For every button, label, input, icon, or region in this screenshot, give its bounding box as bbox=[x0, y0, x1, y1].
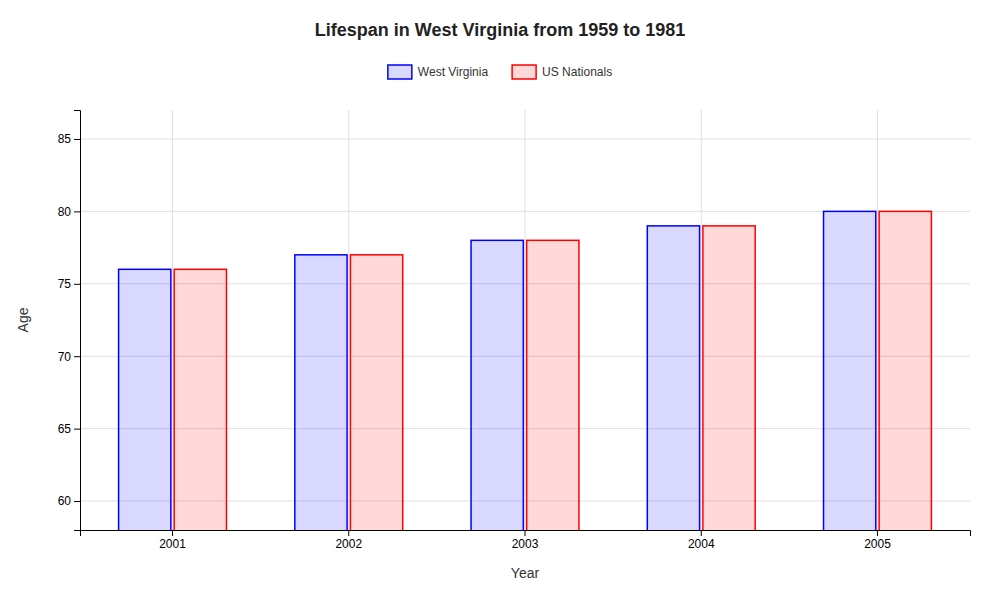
legend-item: West Virginia bbox=[388, 65, 489, 79]
x-tick-mark bbox=[877, 530, 878, 536]
y-tick: 75 bbox=[58, 277, 80, 291]
y-tick-label: 75 bbox=[58, 277, 72, 291]
legend-item: US Nationals bbox=[512, 65, 612, 79]
x-tick-mark bbox=[348, 530, 349, 536]
y-tick-mark bbox=[74, 139, 80, 140]
y-tick: 65 bbox=[58, 422, 80, 436]
x-tick-mark bbox=[172, 530, 173, 536]
legend-label: US Nationals bbox=[542, 65, 612, 79]
y-tick-mark bbox=[74, 211, 80, 212]
chart-title: Lifespan in West Virginia from 1959 to 1… bbox=[315, 20, 685, 40]
x-tick: 2003 bbox=[512, 530, 539, 551]
y-axis: 60 65 70 75 80 85 bbox=[58, 111, 81, 531]
bar bbox=[471, 240, 523, 530]
x-tick-label: 2005 bbox=[864, 537, 891, 551]
x-grid-line bbox=[525, 110, 526, 530]
y-tick: 85 bbox=[58, 132, 80, 146]
bar bbox=[703, 226, 755, 530]
x-tick-label: 2002 bbox=[335, 537, 362, 551]
x-tick-label: 2001 bbox=[159, 537, 186, 551]
bar bbox=[527, 240, 579, 530]
legend: West Virginia US Nationals bbox=[388, 65, 612, 79]
bar bbox=[647, 226, 699, 530]
x-tick-label: 2003 bbox=[512, 537, 539, 551]
bar-series bbox=[119, 211, 876, 530]
bar bbox=[879, 211, 931, 530]
x-grid-line bbox=[877, 110, 878, 530]
x-axis-title: Year bbox=[511, 565, 540, 581]
legend-swatch bbox=[388, 65, 412, 79]
x-grid-line bbox=[348, 110, 349, 530]
x-tick: 2001 bbox=[159, 530, 186, 551]
y-tick: 70 bbox=[58, 350, 80, 364]
y-tick-label: 85 bbox=[58, 132, 72, 146]
y-tick-label: 65 bbox=[58, 422, 72, 436]
y-tick-mark bbox=[74, 356, 80, 357]
bar-series bbox=[174, 211, 931, 530]
x-axis-line bbox=[81, 531, 971, 537]
legend-label: West Virginia bbox=[418, 65, 489, 79]
bar bbox=[350, 255, 402, 530]
y-tick-label: 80 bbox=[58, 205, 72, 219]
y-axis-line bbox=[74, 111, 81, 531]
y-tick-label: 60 bbox=[58, 494, 72, 508]
y-tick-label: 70 bbox=[58, 350, 72, 364]
bar bbox=[174, 269, 226, 530]
y-axis-title: Age bbox=[15, 307, 31, 332]
x-tick: 2004 bbox=[688, 530, 715, 551]
legend-swatch bbox=[512, 65, 536, 79]
x-axis: 2001 2002 2003 2004 2005 bbox=[81, 530, 971, 551]
y-tick-mark bbox=[74, 501, 80, 502]
x-tick-label: 2004 bbox=[688, 537, 715, 551]
y-tick-mark bbox=[74, 429, 80, 430]
chart-container: 60 65 70 75 80 85 2001 2002 2003 2004 2005 Year Age L… bbox=[0, 0, 1000, 600]
y-tick: 60 bbox=[58, 494, 80, 508]
x-tick-mark bbox=[525, 530, 526, 536]
chart-svg: 60 65 70 75 80 85 2001 2002 2003 2004 2005 Year Age L… bbox=[0, 0, 1000, 600]
bar bbox=[295, 255, 347, 530]
x-grid-line bbox=[701, 110, 702, 530]
y-tick: 80 bbox=[58, 205, 80, 219]
x-grid-line bbox=[172, 110, 173, 530]
y-tick-mark bbox=[74, 284, 80, 285]
x-tick-mark bbox=[701, 530, 702, 536]
bars bbox=[119, 211, 932, 530]
x-tick: 2002 bbox=[335, 530, 362, 551]
bar bbox=[119, 269, 171, 530]
x-tick: 2005 bbox=[864, 530, 891, 551]
bar bbox=[824, 211, 876, 530]
